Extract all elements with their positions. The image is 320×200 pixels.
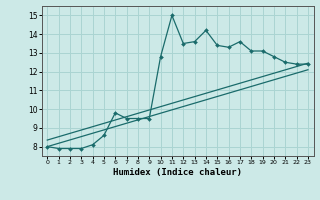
X-axis label: Humidex (Indice chaleur): Humidex (Indice chaleur)	[113, 168, 242, 177]
